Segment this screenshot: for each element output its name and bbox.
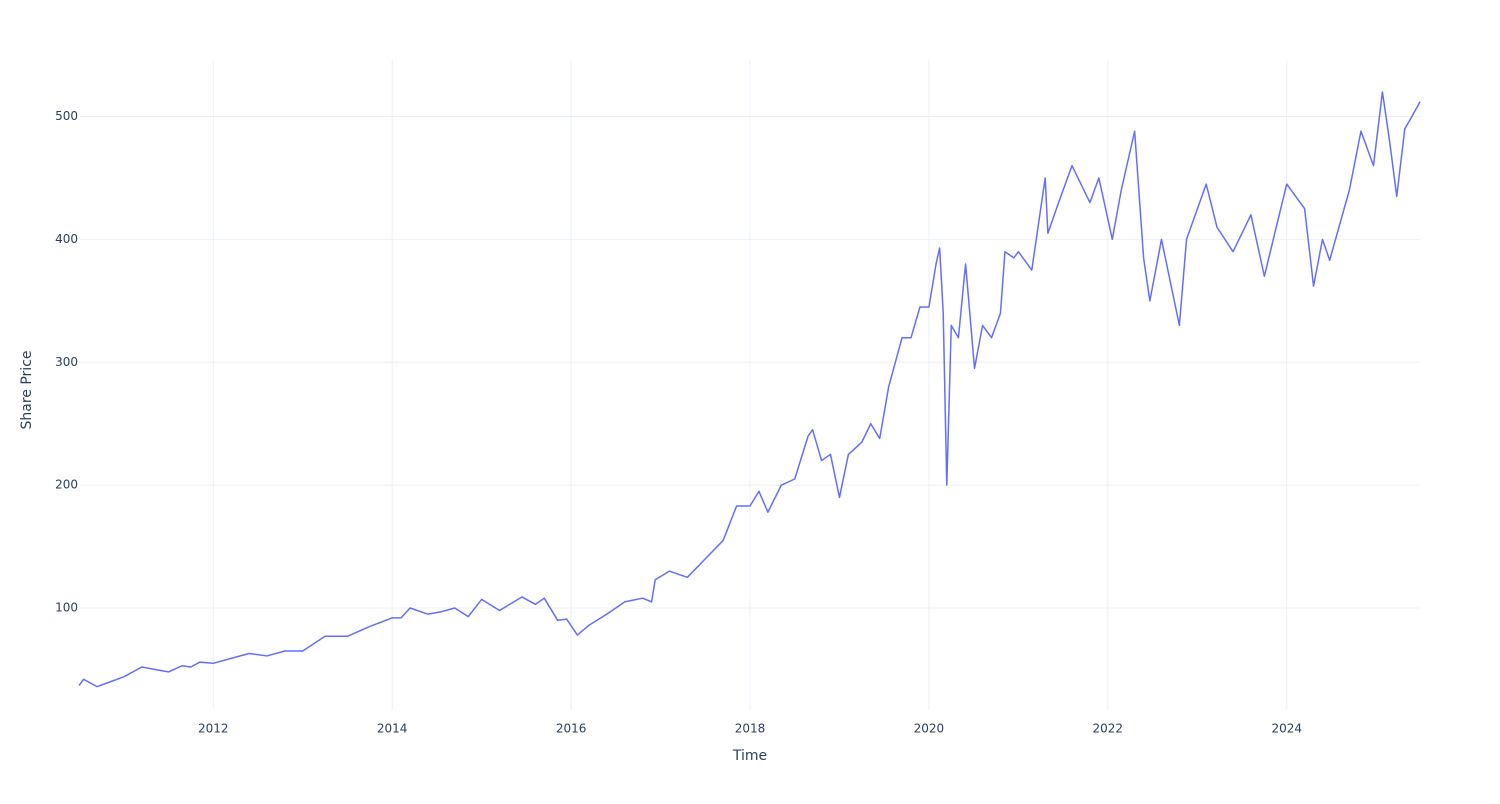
y-axis-title: Share Price xyxy=(19,350,35,429)
price-line xyxy=(78,91,1421,688)
y-tick-label: 400 xyxy=(55,232,78,246)
x-tick-label: 2024 xyxy=(1271,722,1302,736)
y-tick-label: 100 xyxy=(55,601,78,615)
y-tick-label: 300 xyxy=(55,355,78,369)
x-tick-label: 2014 xyxy=(377,722,408,736)
x-axis-title: Time xyxy=(732,748,767,764)
x-tick-label: 2012 xyxy=(198,722,229,736)
x-tick-label: 2016 xyxy=(556,722,587,736)
x-tick-label: 2022 xyxy=(1093,722,1124,736)
y-tick-label: 500 xyxy=(55,109,78,123)
x-tick-label: 2020 xyxy=(914,722,945,736)
x-tick-label: 2018 xyxy=(735,722,766,736)
y-tick-label: 200 xyxy=(55,478,78,492)
